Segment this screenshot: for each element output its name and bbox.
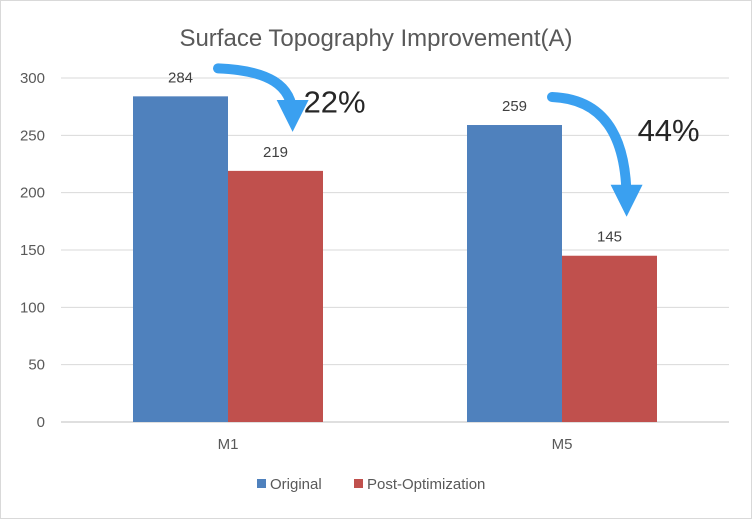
y-tick-label: 100 xyxy=(20,299,45,316)
x-tick-label: M1 xyxy=(218,436,239,453)
bar-m5-post-optimization xyxy=(562,255,657,422)
x-tick-label: M5 xyxy=(552,436,573,453)
y-axis: 0 50 100 150 200 250 300 xyxy=(20,70,45,431)
data-label: 259 xyxy=(502,98,527,115)
y-tick-label: 250 xyxy=(20,127,45,144)
legend-label: Post-Optimization xyxy=(367,476,485,493)
data-label: 219 xyxy=(263,144,288,161)
legend-label: Original xyxy=(270,476,322,493)
y-tick-label: 0 xyxy=(37,414,45,431)
y-tick-label: 200 xyxy=(20,185,45,202)
annotations: 22% 44% xyxy=(213,63,700,217)
bar-m1-post-optimization xyxy=(228,170,323,422)
data-labels: 284 219 259 145 xyxy=(168,69,622,245)
legend-swatch xyxy=(257,479,266,488)
legend: Original Post-Optimization xyxy=(257,476,485,493)
bars xyxy=(133,96,657,422)
percent-annotation: 44% xyxy=(638,113,700,148)
bar-m5-original xyxy=(467,125,562,422)
y-tick-label: 150 xyxy=(20,242,45,259)
curved-arrow-icon xyxy=(547,92,643,217)
chart-title: Surface Topography Improvement(A) xyxy=(179,25,572,52)
data-label: 145 xyxy=(597,229,622,246)
x-axis: M1 M5 xyxy=(218,436,573,453)
percent-annotation: 22% xyxy=(304,84,366,119)
curved-arrow-icon xyxy=(213,63,309,132)
y-tick-label: 300 xyxy=(20,70,45,87)
bar-m1-original xyxy=(133,96,228,422)
legend-swatch xyxy=(354,479,363,488)
y-tick-label: 50 xyxy=(28,357,45,374)
data-label: 284 xyxy=(168,69,193,86)
